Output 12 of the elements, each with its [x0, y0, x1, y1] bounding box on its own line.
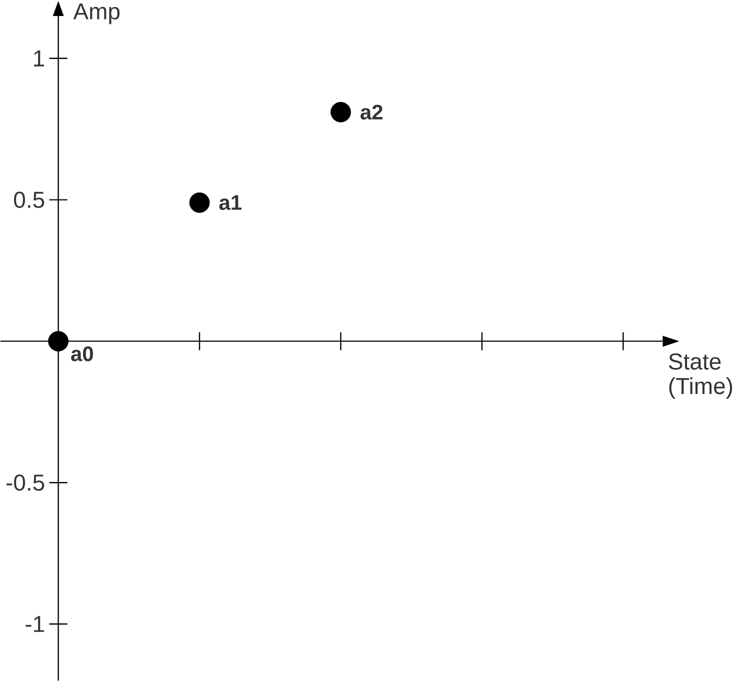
data-label: a1: [219, 195, 242, 210]
data-label: a2: [360, 104, 382, 120]
x-axis-title: State (Time): [668, 353, 732, 399]
y-tick-label: 0.5: [14, 192, 44, 208]
y-axis-title: Amp: [73, 3, 120, 24]
point: [189, 192, 210, 213]
y-tick-label: -0.5: [6, 474, 44, 491]
point: [330, 102, 351, 122]
y-tick-label: 1: [34, 50, 44, 66]
point: [48, 331, 69, 352]
data-label: a0: [71, 346, 93, 362]
y-tick-label: -1: [26, 616, 44, 632]
